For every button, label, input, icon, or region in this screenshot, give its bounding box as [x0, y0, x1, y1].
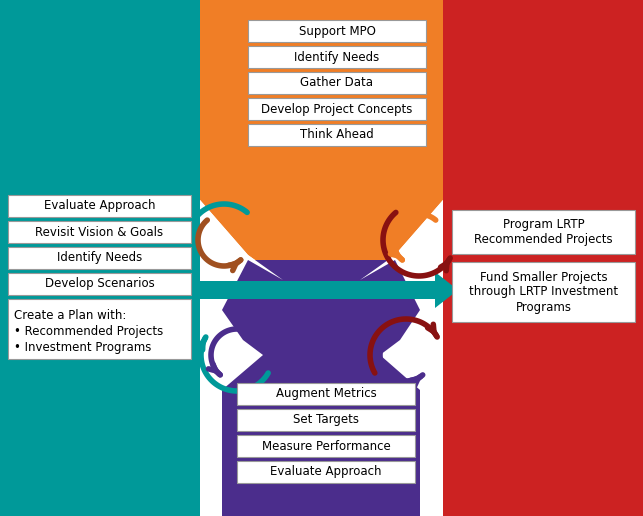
FancyBboxPatch shape — [237, 461, 415, 483]
Bar — [200, 281, 435, 299]
Polygon shape — [222, 260, 420, 516]
Polygon shape — [200, 0, 443, 280]
Text: Measure Performance: Measure Performance — [262, 440, 390, 453]
Text: Gather Data: Gather Data — [300, 76, 374, 89]
Text: Fund Smaller Projects
through LRTP Investment
Programs: Fund Smaller Projects through LRTP Inves… — [469, 270, 618, 314]
Text: Support MPO: Support MPO — [298, 24, 376, 38]
FancyBboxPatch shape — [452, 262, 635, 322]
Polygon shape — [435, 272, 458, 308]
Text: Identify Needs: Identify Needs — [57, 251, 142, 265]
Text: Create a Plan with:: Create a Plan with: — [14, 309, 127, 322]
Text: Set Targets: Set Targets — [293, 413, 359, 427]
Text: Think Ahead: Think Ahead — [300, 128, 374, 141]
Text: Augment Metrics: Augment Metrics — [276, 388, 376, 400]
Polygon shape — [200, 200, 283, 290]
FancyBboxPatch shape — [237, 435, 415, 457]
Text: • Recommended Projects: • Recommended Projects — [14, 325, 163, 338]
Polygon shape — [443, 0, 643, 516]
FancyBboxPatch shape — [237, 409, 415, 431]
Polygon shape — [360, 200, 443, 290]
Text: Develop Project Concepts: Develop Project Concepts — [261, 103, 413, 116]
Text: Identify Needs: Identify Needs — [294, 51, 379, 63]
FancyBboxPatch shape — [8, 299, 191, 359]
FancyBboxPatch shape — [248, 20, 426, 42]
FancyBboxPatch shape — [452, 210, 635, 254]
FancyBboxPatch shape — [248, 124, 426, 146]
FancyBboxPatch shape — [8, 221, 191, 243]
FancyBboxPatch shape — [8, 273, 191, 295]
FancyBboxPatch shape — [8, 247, 191, 269]
Text: • Investment Programs: • Investment Programs — [14, 341, 151, 354]
Text: Develop Scenarios: Develop Scenarios — [44, 278, 154, 291]
FancyBboxPatch shape — [248, 98, 426, 120]
FancyBboxPatch shape — [248, 72, 426, 94]
Text: Revisit Vision & Goals: Revisit Vision & Goals — [35, 225, 163, 238]
Text: Evaluate Approach: Evaluate Approach — [270, 465, 382, 478]
FancyBboxPatch shape — [248, 46, 426, 68]
Text: Program LRTP
Recommended Projects: Program LRTP Recommended Projects — [474, 218, 613, 246]
Polygon shape — [0, 0, 200, 516]
Text: Evaluate Approach: Evaluate Approach — [44, 200, 155, 213]
FancyBboxPatch shape — [237, 383, 415, 405]
FancyBboxPatch shape — [8, 195, 191, 217]
